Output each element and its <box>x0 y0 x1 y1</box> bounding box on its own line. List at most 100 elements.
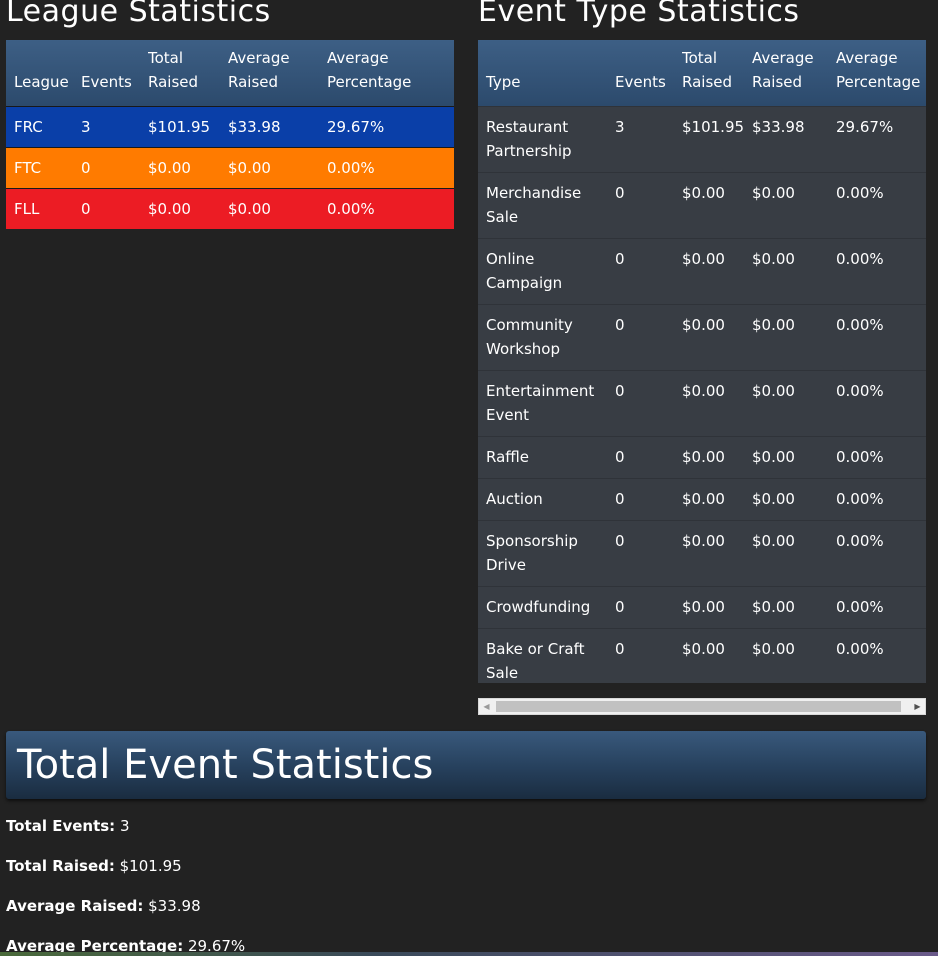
event-cell-type: Raffle <box>486 447 530 466</box>
event-cell-total-raised: $0.00 <box>682 183 725 202</box>
event-cell-events: 0 <box>615 639 625 658</box>
stat-value: 29.67% <box>187 937 246 955</box>
stat-value: 3 <box>119 817 130 835</box>
event-cell-average-percentage: 29.67% <box>836 117 894 136</box>
stat-value: $33.98 <box>148 897 201 915</box>
event-cell-average-raised: $0.00 <box>752 597 795 616</box>
event-row-community-workshop: Community Workshop 0 $0.00 $0.00 0.00% <box>478 304 926 370</box>
event-cell-average-percentage: 0.00% <box>836 489 884 508</box>
event-cell-total-raised: $0.00 <box>682 447 725 466</box>
stat-average-raised: Average Raised: $33.98 <box>6 896 201 916</box>
event-row-raffle: Raffle 0 $0.00 $0.00 0.00% <box>478 436 926 478</box>
league-cell-total-raised: $101.95 <box>148 117 211 136</box>
event-type-statistics-title: Event Type Statistics <box>478 0 800 29</box>
event-header-average-percentage: Average Percentage <box>836 48 921 91</box>
event-cell-events: 0 <box>615 447 625 466</box>
event-row-sponsorship-drive: Sponsorship Drive 0 $0.00 $0.00 0.00% <box>478 520 926 586</box>
event-cell-average-percentage: 0.00% <box>836 381 884 400</box>
league-table-header-row: League Events Total Raised Average Raise… <box>6 40 454 106</box>
stat-label: Total Events: <box>6 817 116 835</box>
league-cell-average-percentage: 29.67% <box>327 117 385 136</box>
stat-label: Average Percentage: <box>6 937 184 955</box>
event-cell-average-raised: $0.00 <box>752 489 795 508</box>
event-cell-average-percentage: 0.00% <box>836 447 884 466</box>
event-cell-total-raised: $101.95 <box>682 117 745 136</box>
league-cell-events: 0 <box>81 158 91 177</box>
event-cell-events: 0 <box>615 531 625 550</box>
event-cell-average-raised: $0.00 <box>752 381 795 400</box>
league-cell-average-raised: $0.00 <box>228 199 271 218</box>
event-row-merchandise-sale: Merchandise Sale 0 $0.00 $0.00 0.00% <box>478 172 926 238</box>
league-statistics-table: League Events Total Raised Average Raise… <box>6 40 454 229</box>
event-cell-average-percentage: 0.00% <box>836 531 884 550</box>
event-cell-type: Community Workshop <box>486 315 573 358</box>
league-header-total-raised: Total Raised <box>148 48 199 91</box>
event-cell-total-raised: $0.00 <box>682 315 725 334</box>
total-event-statistics-banner: Total Event Statistics <box>6 731 926 799</box>
event-cell-type: Sponsorship Drive <box>486 531 578 574</box>
event-cell-average-raised: $0.00 <box>752 639 795 658</box>
league-cell-total-raised: $0.00 <box>148 158 191 177</box>
stat-label: Total Raised: <box>6 857 115 875</box>
event-cell-type: Crowdfunding <box>486 597 591 616</box>
event-row-auction: Auction 0 $0.00 $0.00 0.00% <box>478 478 926 520</box>
stat-value: $101.95 <box>119 857 182 875</box>
league-row-ftc: FTC 0 $0.00 $0.00 0.00% <box>6 147 454 188</box>
event-table-header-row: Type Events Total Raised Average Raised … <box>478 40 926 106</box>
event-type-statistics-table: Type Events Total Raised Average Raised … <box>478 40 926 683</box>
event-cell-average-raised: $0.00 <box>752 531 795 550</box>
stat-total-events: Total Events: 3 <box>6 816 130 836</box>
event-row-crowdfunding: Crowdfunding 0 $0.00 $0.00 0.00% <box>478 586 926 628</box>
event-cell-events: 0 <box>615 315 625 334</box>
event-header-average-raised: Average Raised <box>752 48 814 91</box>
event-cell-events: 3 <box>615 117 625 136</box>
league-header-events: Events <box>81 72 132 91</box>
event-cell-type: Merchandise Sale <box>486 183 582 226</box>
league-row-frc: FRC 3 $101.95 $33.98 29.67% <box>6 106 454 147</box>
scroll-right-arrow-icon[interactable]: ▶ <box>914 702 921 711</box>
league-cell-total-raised: $0.00 <box>148 199 191 218</box>
league-header-average-percentage: Average Percentage <box>327 48 412 91</box>
scrollbar-thumb[interactable] <box>496 701 901 712</box>
league-row-fll: FLL 0 $0.00 $0.00 0.00% <box>6 188 454 229</box>
event-cell-events: 0 <box>615 183 625 202</box>
event-cell-events: 0 <box>615 381 625 400</box>
event-row-bake-or-craft-sale: Bake or Craft Sale 0 $0.00 $0.00 0.00% <box>478 628 926 683</box>
event-row-online-campaign: Online Campaign 0 $0.00 $0.00 0.00% <box>478 238 926 304</box>
event-cell-total-raised: $0.00 <box>682 597 725 616</box>
league-cell-name: FRC <box>14 117 43 136</box>
event-cell-average-raised: $33.98 <box>752 117 805 136</box>
event-row-restaurant-partnership: Restaurant Partnership 3 $101.95 $33.98 … <box>478 106 926 172</box>
event-header-total-raised: Total Raised <box>682 48 733 91</box>
window-bottom-edge <box>0 952 938 956</box>
stat-label: Average Raised: <box>6 897 144 915</box>
stat-average-percentage: Average Percentage: 29.67% <box>6 936 245 956</box>
event-header-type: Type <box>486 72 521 91</box>
event-cell-average-raised: $0.00 <box>752 183 795 202</box>
league-header-average-raised: Average Raised <box>228 48 290 91</box>
event-cell-total-raised: $0.00 <box>682 381 725 400</box>
event-cell-average-percentage: 0.00% <box>836 183 884 202</box>
event-table-horizontal-scrollbar[interactable]: ◀ ▶ <box>478 698 926 715</box>
league-cell-events: 3 <box>81 117 91 136</box>
event-cell-type: Bake or Craft Sale <box>486 639 585 682</box>
event-cell-events: 0 <box>615 489 625 508</box>
event-cell-average-percentage: 0.00% <box>836 315 884 334</box>
event-cell-events: 0 <box>615 249 625 268</box>
total-event-statistics-title: Total Event Statistics <box>17 742 434 788</box>
league-cell-name: FTC <box>14 158 42 177</box>
event-cell-average-raised: $0.00 <box>752 315 795 334</box>
event-cell-total-raised: $0.00 <box>682 489 725 508</box>
event-cell-type: Restaurant Partnership <box>486 117 572 160</box>
scroll-left-arrow-icon[interactable]: ◀ <box>483 702 490 711</box>
event-row-entertainment-event: Entertainment Event 0 $0.00 $0.00 0.00% <box>478 370 926 436</box>
league-cell-average-percentage: 0.00% <box>327 199 375 218</box>
stat-total-raised: Total Raised: $101.95 <box>6 856 182 876</box>
event-type-table-scroll-area[interactable]: Type Events Total Raised Average Raised … <box>478 40 926 683</box>
league-cell-events: 0 <box>81 199 91 218</box>
event-cell-type: Auction <box>486 489 543 508</box>
league-header-league: League <box>14 72 69 91</box>
event-cell-average-raised: $0.00 <box>752 447 795 466</box>
league-statistics-title: League Statistics <box>6 0 271 29</box>
event-cell-total-raised: $0.00 <box>682 531 725 550</box>
